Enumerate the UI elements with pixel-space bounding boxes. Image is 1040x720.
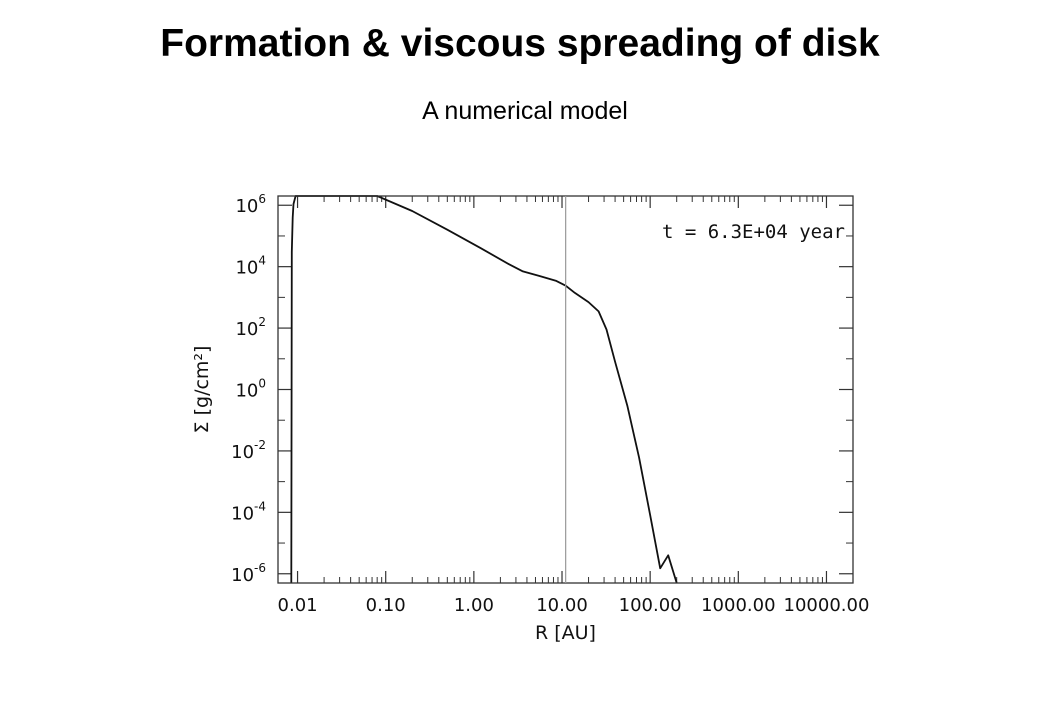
x-axis-label: R [AU]	[535, 622, 596, 644]
y-tick-label: 102	[235, 315, 266, 340]
y-tick-exponent: -2	[254, 438, 266, 452]
y-tick-exponent: -4	[254, 499, 266, 513]
y-axis-label: Σ [g/cm²]	[191, 346, 213, 434]
page-title: Formation & viscous spreading of disk	[160, 22, 880, 65]
y-tick-exponent: 0	[258, 377, 266, 391]
y-tick-label: 10-4	[231, 499, 266, 524]
x-tick-label: 100.00	[619, 595, 682, 616]
y-tick-label: 100	[235, 377, 266, 402]
x-tick-label: 10.00	[536, 595, 588, 616]
y-tick-exponent: 2	[258, 315, 266, 329]
series-line	[290, 195, 678, 584]
y-tick-exponent: -6	[254, 561, 266, 575]
y-tick-label: 10-2	[231, 438, 266, 463]
x-tick-label: 1.00	[454, 595, 494, 616]
x-tick-label: 1000.00	[701, 595, 775, 616]
y-tick-label: 106	[235, 192, 266, 217]
page-subtitle: A numerical model	[422, 97, 628, 125]
y-tick-label: 104	[235, 254, 266, 279]
x-tick-label: 0.01	[278, 595, 318, 616]
x-tick-label: 0.10	[366, 595, 406, 616]
y-tick-exponent: 4	[258, 254, 266, 268]
y-tick-label: 10-6	[231, 561, 266, 586]
x-tick-label: 10000.00	[784, 595, 870, 616]
y-tick-exponent: 6	[258, 192, 266, 206]
time-annotation: t = 6.3E+04 year	[662, 221, 845, 243]
